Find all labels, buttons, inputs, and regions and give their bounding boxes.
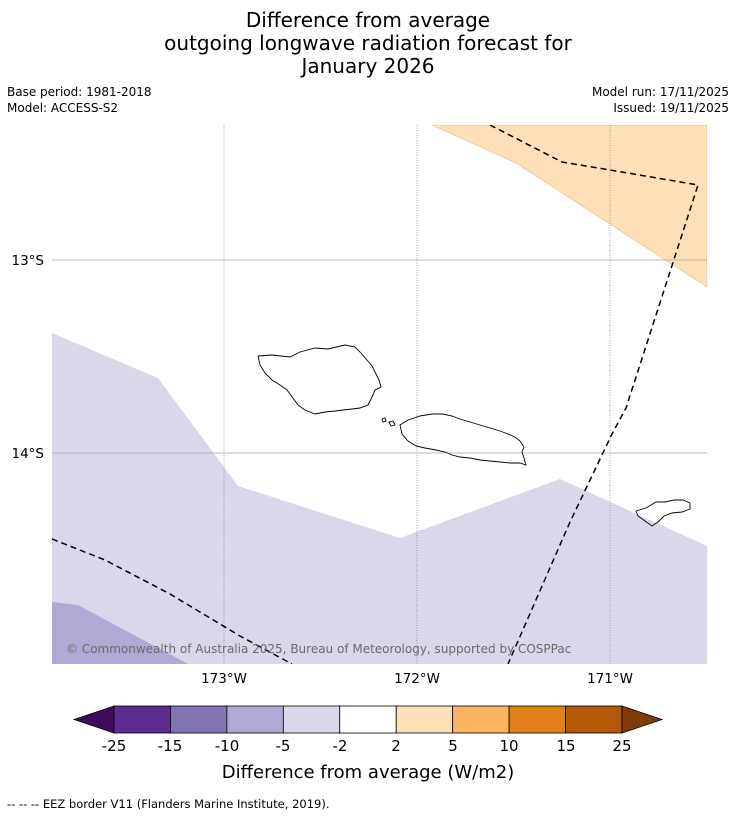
colorbar-tick-15: 15 [556, 737, 576, 755]
colorbar-tick--5: -5 [275, 737, 291, 755]
base-period: Base period: 1981-2018 [7, 85, 152, 99]
lon-label-171w: 171°W [587, 671, 633, 687]
colorbar-segment [170, 705, 228, 734]
model-name: Model: ACCESS-S2 [7, 101, 119, 115]
colorbar-segment [565, 705, 623, 734]
lon-label-173w: 173°W [201, 671, 247, 687]
title-line-3: January 2026 [301, 54, 435, 78]
issued-date: Issued: 19/11/2025 [613, 101, 729, 115]
colorbar-extend-high [621, 705, 664, 734]
colorbar-segment [282, 705, 341, 734]
lon-label-172w: 172°W [394, 671, 440, 687]
colorbar-segment [508, 705, 566, 734]
lat-label-14s: 14°S [12, 446, 45, 462]
eez-border-southwest [52, 538, 293, 664]
colorbar [72, 705, 664, 734]
anomaly-region-negative-light [52, 333, 707, 664]
colorbar-tick--2: -2 [332, 737, 348, 755]
colorbar-extend-low [72, 705, 115, 734]
colorbar-tick-5: 5 [448, 737, 458, 755]
colorbar-tick--15: -15 [157, 737, 183, 755]
title-line-2: outgoing longwave radiation forecast for [164, 31, 572, 55]
colorbar-segment [113, 705, 171, 734]
map-area [52, 125, 707, 664]
island-tutuila [635, 499, 691, 527]
island-apolima [381, 417, 387, 423]
island-upolu [399, 413, 527, 466]
colorbar-segment [395, 705, 454, 734]
colorbar-tick--25: -25 [101, 737, 127, 755]
island-savaii [257, 344, 382, 415]
model-run: Model run: 17/11/2025 [591, 85, 729, 99]
colorbar-tick-10: 10 [499, 737, 519, 755]
colorbar-segment [339, 705, 397, 734]
anomaly-region-negative-moderate [52, 602, 188, 664]
colorbar-segment [226, 705, 284, 734]
colorbar-tick-2: 2 [391, 737, 401, 755]
colorbar-segment [452, 705, 510, 734]
title-line-1: Difference from average [245, 8, 491, 32]
anomaly-region-positive-light [431, 125, 707, 288]
island-manono [388, 420, 396, 427]
colorbar-title: Difference from average (W/m2) [221, 762, 515, 783]
lat-label-13s: 13°S [12, 253, 45, 269]
colorbar-tick--10: -10 [214, 737, 240, 755]
eez-legend: -- -- -- EEZ border V11 (Flanders Marine… [7, 797, 330, 811]
copyright-notice: © Commonwealth of Australia 2025, Bureau… [66, 642, 571, 656]
colorbar-tick-25: 25 [612, 737, 632, 755]
eez-border-east [489, 125, 699, 664]
